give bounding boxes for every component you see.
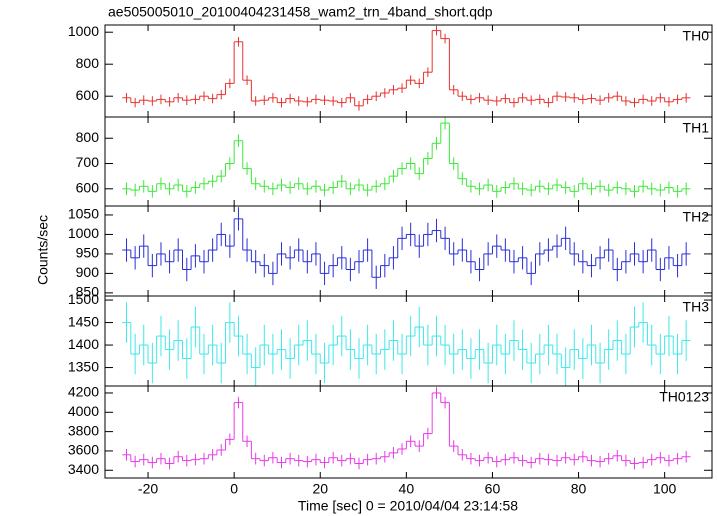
series-label: TH0	[683, 28, 710, 44]
series-label: TH2	[683, 209, 710, 225]
y-tick-label: 1050	[68, 206, 99, 222]
y-tick-label: 900	[76, 264, 100, 280]
y-tick-label: 4200	[68, 384, 99, 400]
y-tick-label: 1000	[68, 23, 99, 39]
panel-frame	[104, 385, 713, 479]
y-tick-label: 950	[76, 245, 100, 261]
y-tick-label: 850	[76, 284, 100, 300]
panel-frame	[104, 205, 713, 297]
x-tick-label: 80	[571, 481, 587, 497]
chart-title: ae505005010_20100404231458_wam2_trn_4ban…	[108, 4, 493, 20]
y-tick-label: 700	[76, 154, 100, 170]
series-label: TH3	[683, 299, 710, 315]
y-tick-label: 1350	[68, 358, 99, 374]
y-tick-label: 3600	[68, 442, 99, 458]
y-tick-label: 4000	[68, 403, 99, 419]
y-tick-label: 800	[76, 129, 100, 145]
x-tick-label: 20	[312, 481, 328, 497]
x-tick-label: 0	[230, 481, 238, 497]
x-tick-label: 100	[653, 481, 677, 497]
y-tick-label: 800	[76, 55, 100, 71]
y-tick-label: 600	[76, 180, 100, 196]
y-tick-label: 1500	[68, 291, 99, 307]
x-tick-label: 40	[399, 481, 415, 497]
y-tick-label: 1000	[68, 225, 99, 241]
y-tick-label: 600	[76, 87, 100, 103]
series-label: TH0123	[659, 389, 709, 405]
y-tick-label: 3400	[68, 461, 99, 477]
y-tick-label: 1450	[68, 313, 99, 329]
panel-frame	[104, 116, 713, 207]
y-tick-label: 1400	[68, 336, 99, 352]
x-tick-label: -20	[138, 481, 158, 497]
y-axis-label: Counts/sec	[35, 215, 51, 285]
x-tick-label: 60	[485, 481, 501, 497]
x-axis-label: Time [sec] 0 = 2010/04/04 23:14:58	[298, 498, 518, 514]
series-label: TH1	[683, 120, 710, 136]
panel-frame	[104, 24, 713, 118]
y-tick-label: 3800	[68, 422, 99, 438]
